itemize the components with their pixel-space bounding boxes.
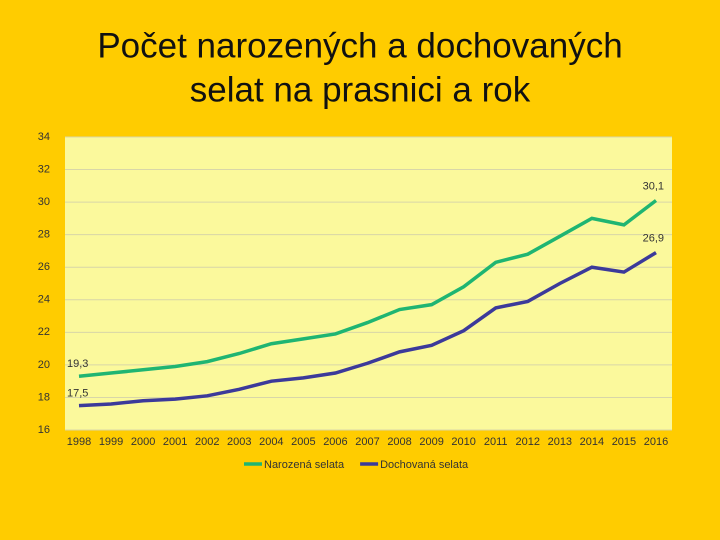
y-tick-label: 18 <box>38 391 50 403</box>
x-tick-label: 2004 <box>259 436 283 448</box>
y-tick-label: 24 <box>38 294 50 306</box>
y-tick-label: 30 <box>38 196 50 208</box>
data-label: 17,5 <box>67 387 88 399</box>
x-tick-label: 2000 <box>131 436 155 448</box>
x-tick-label: 1999 <box>99 436 123 448</box>
chart-title: Počet narozených a dochovaných <box>97 26 622 65</box>
x-tick-label: 2016 <box>644 436 668 448</box>
data-label: 30,1 <box>643 180 664 192</box>
legend-label: Narozená selata <box>264 459 345 471</box>
x-tick-label: 2010 <box>451 436 475 448</box>
x-tick-label: 2008 <box>387 436 411 448</box>
data-label: 26,9 <box>643 232 664 244</box>
plot-area <box>65 137 672 430</box>
y-tick-label: 26 <box>38 261 50 273</box>
legend-label: Dochovaná selata <box>380 459 469 471</box>
x-tick-label: 2003 <box>227 436 251 448</box>
data-label: 19,3 <box>67 358 88 370</box>
x-tick-label: 2009 <box>419 436 443 448</box>
y-tick-label: 34 <box>38 131 50 143</box>
chart-title: selat na prasnici a rok <box>190 70 531 109</box>
x-tick-label: 2006 <box>323 436 347 448</box>
x-tick-label: 2013 <box>548 436 572 448</box>
series-line <box>78 251 657 408</box>
x-tick-label: 2012 <box>516 436 540 448</box>
y-tick-label: 16 <box>38 424 50 436</box>
y-tick-label: 32 <box>38 163 50 175</box>
x-tick-label: 2014 <box>580 436 604 448</box>
y-tick-label: 20 <box>38 359 50 371</box>
x-tick-label: 1998 <box>67 436 91 448</box>
x-tick-label: 2007 <box>355 436 379 448</box>
x-tick-label: 2002 <box>195 436 219 448</box>
series-line <box>78 199 658 379</box>
x-tick-label: 2005 <box>291 436 315 448</box>
x-tick-label: 2015 <box>612 436 636 448</box>
x-tick-label: 2011 <box>484 436 508 448</box>
y-tick-label: 28 <box>38 229 50 241</box>
x-tick-label: 2001 <box>163 436 187 448</box>
y-tick-label: 22 <box>38 326 50 338</box>
